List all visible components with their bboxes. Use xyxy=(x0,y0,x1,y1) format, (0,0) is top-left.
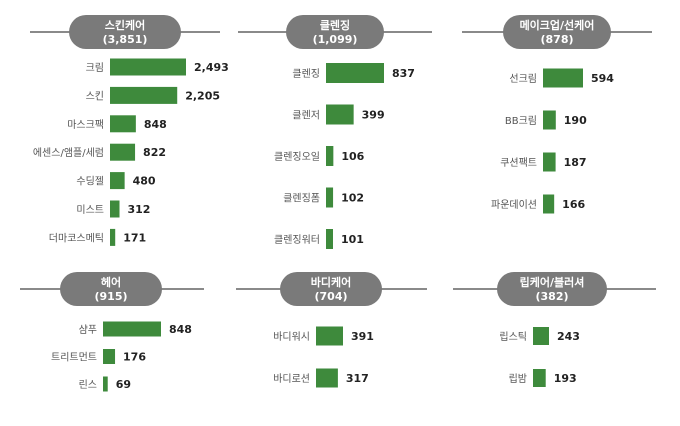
panel-2-value-label: 190 xyxy=(564,114,587,127)
panel-1-title: 클렌징 xyxy=(320,18,350,32)
panel-0-value-label: 2,493 xyxy=(194,61,229,74)
panel-1-bar xyxy=(326,104,354,125)
panel-2-category-label: 파운데이션 xyxy=(491,199,537,211)
panel-2-subtitle: (878) xyxy=(540,33,573,46)
panel-0-value-label: 171 xyxy=(123,231,146,244)
panel-3-bar xyxy=(103,321,161,337)
panel-1-bar xyxy=(326,229,333,249)
panel-0-value-label: 312 xyxy=(128,203,151,216)
panel-3-value-label: 848 xyxy=(169,323,192,336)
panel-0-bar xyxy=(110,228,116,246)
panel-1-category-label: 클렌징폼 xyxy=(283,193,320,205)
panel-5-bar xyxy=(533,369,546,387)
panel-4-bar xyxy=(316,326,343,346)
panel-5-value-label: 193 xyxy=(554,372,577,385)
panel-0-subtitle: (3,851) xyxy=(103,33,148,46)
panel-0-title: 스킨케어 xyxy=(105,18,145,32)
panel-0-bar xyxy=(110,115,136,133)
panel-5-bar xyxy=(533,327,549,345)
panel-0-bar xyxy=(110,58,186,76)
panel-3-value-label: 176 xyxy=(123,351,146,364)
panel-2-bar xyxy=(543,110,556,130)
panel-0-category-label: 마스크팩 xyxy=(67,119,104,131)
panel-0-value-label: 480 xyxy=(133,175,156,188)
panel-2-category-label: 선크림 xyxy=(509,73,537,85)
panel-0-category-label: 에센스/앰플/세럼 xyxy=(33,146,104,159)
panel-0-header-pill xyxy=(69,15,181,49)
panel-1-subtitle: (1,099) xyxy=(313,33,358,46)
panel-1-category-label: 클렌징오일 xyxy=(274,151,320,163)
panel-0-category-label: 더마코스메틱 xyxy=(49,232,104,244)
panel-1-bar xyxy=(326,187,334,208)
panel-0-category-label: 스킨 xyxy=(86,90,104,102)
panel-1-header-pill xyxy=(286,15,384,49)
panel-2-value-label: 594 xyxy=(591,72,614,85)
panel-2-category-label: 쿠션팩트 xyxy=(500,157,537,169)
panel-3-bar xyxy=(103,349,116,364)
panel-3-bar xyxy=(103,376,108,392)
panel-4-category-label: 바디로션 xyxy=(273,373,310,385)
panel-2-title: 메이크업/선케어 xyxy=(520,18,595,32)
panel-3-category-label: 린스 xyxy=(79,379,97,391)
panel-0-category-label: 수딩젤 xyxy=(76,176,104,188)
panel-2-bar xyxy=(543,194,555,214)
panel-4-value-label: 391 xyxy=(351,330,374,343)
panel-2-bar xyxy=(543,68,583,88)
panel-3-value-label: 69 xyxy=(116,378,131,391)
panel-1-category-label: 클렌징워터 xyxy=(274,233,320,246)
panel-3-subtitle: (915) xyxy=(94,290,127,303)
panel-3-header-pill xyxy=(60,272,162,306)
panel-2-bar xyxy=(543,152,556,172)
panel-1-bar xyxy=(326,63,384,83)
panel-2-value-label: 187 xyxy=(564,156,587,169)
panel-5-title: 립케어/블러셔 xyxy=(520,275,585,289)
panel-1-value-label: 399 xyxy=(362,109,385,122)
panel-5-value-label: 243 xyxy=(557,330,580,343)
panel-3-category-label: 트리트먼트 xyxy=(51,352,97,364)
panel-4-title: 바디케어 xyxy=(311,275,351,289)
panel-4-header-pill xyxy=(280,272,382,306)
panel-0-bar xyxy=(110,172,125,190)
panel-0-value-label: 848 xyxy=(144,118,167,131)
panel-5-category-label: 립스틱 xyxy=(499,330,527,343)
panel-0-category-label: 크림 xyxy=(86,62,104,74)
panel-0-value-label: 2,205 xyxy=(185,89,220,102)
panel-2-header-pill xyxy=(503,15,611,49)
panel-3-title: 헤어 xyxy=(101,275,121,289)
panel-1-value-label: 101 xyxy=(341,233,364,246)
panel-0-bar xyxy=(110,86,178,104)
panel-0-category-label: 미스트 xyxy=(76,204,104,216)
panel-1-bar xyxy=(326,146,334,166)
panel-0-bar xyxy=(110,200,120,218)
panel-0-bar xyxy=(110,143,136,161)
panel-1-category-label: 클렌저 xyxy=(292,110,320,122)
panel-0-value-label: 822 xyxy=(143,146,166,159)
panel-2-category-label: BB크림 xyxy=(505,115,537,127)
panel-4-bar xyxy=(316,368,338,388)
panel-5-subtitle: (382) xyxy=(535,290,568,303)
panel-4-subtitle: (704) xyxy=(314,290,347,303)
panel-4-value-label: 317 xyxy=(346,372,369,385)
panel-2-value-label: 166 xyxy=(562,198,585,211)
panel-1-value-label: 102 xyxy=(341,192,364,205)
panel-3-category-label: 샴푸 xyxy=(79,324,97,336)
panel-5-category-label: 립밤 xyxy=(509,372,527,385)
panel-1-value-label: 837 xyxy=(392,67,415,80)
panel-5-header-pill xyxy=(497,272,607,306)
panel-1-value-label: 106 xyxy=(341,150,364,163)
panel-4-category-label: 바디워시 xyxy=(273,330,310,343)
panel-1-category-label: 클렌징 xyxy=(292,68,320,80)
